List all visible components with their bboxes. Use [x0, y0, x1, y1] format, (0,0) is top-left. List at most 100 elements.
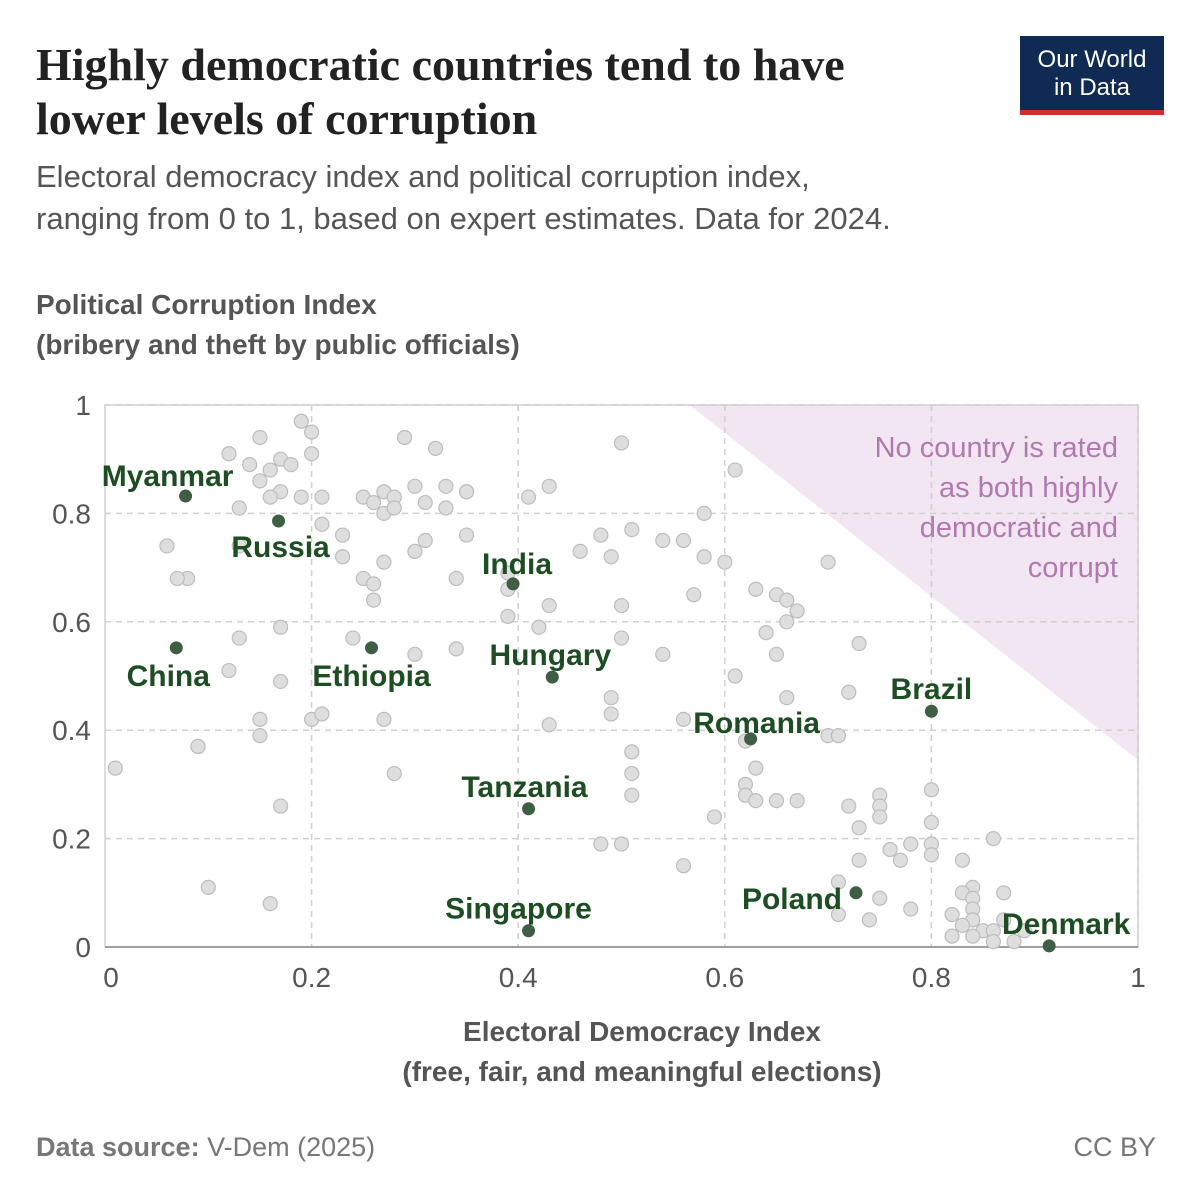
point — [789, 793, 805, 809]
point — [851, 635, 867, 652]
highlight-point — [272, 514, 286, 528]
point — [748, 581, 764, 597]
point — [273, 798, 289, 814]
point — [675, 858, 692, 874]
x-axis-label: (free, fair, and meaningful elections) — [402, 1056, 881, 1087]
point — [655, 646, 671, 662]
point — [252, 711, 268, 727]
point — [624, 765, 640, 782]
point — [376, 554, 392, 570]
point — [727, 462, 743, 478]
highlight-point — [522, 924, 536, 938]
point — [696, 505, 712, 522]
point — [221, 662, 237, 679]
point — [593, 836, 609, 852]
point — [830, 728, 847, 744]
point — [603, 549, 619, 565]
point — [107, 760, 123, 776]
point — [531, 619, 547, 635]
point — [954, 917, 970, 933]
point — [985, 830, 1001, 847]
highlight-point — [744, 732, 758, 746]
point — [438, 478, 454, 494]
annotation-text: corrupt — [1028, 552, 1118, 584]
point-label: Brazil — [891, 673, 973, 706]
point — [996, 885, 1012, 901]
point — [304, 446, 320, 462]
point — [706, 809, 723, 825]
point — [1016, 923, 1032, 939]
point — [872, 890, 888, 906]
x-axis-label: Electoral Democracy Index — [463, 1016, 821, 1047]
point — [851, 852, 867, 868]
point — [603, 690, 619, 706]
highlight-point — [522, 802, 536, 816]
y-axis-label: Political Corruption Index — [36, 289, 377, 320]
point — [872, 809, 888, 825]
point-label: Tanzania — [461, 771, 587, 804]
point — [376, 711, 392, 727]
point — [613, 836, 630, 852]
point — [262, 896, 278, 912]
point — [231, 538, 247, 554]
point — [407, 646, 423, 662]
highlight-point — [849, 886, 863, 900]
point — [273, 673, 289, 690]
point — [882, 841, 898, 858]
point — [448, 641, 464, 657]
point — [944, 906, 960, 923]
point — [417, 532, 433, 549]
point — [851, 820, 867, 836]
point — [923, 814, 940, 830]
point — [407, 478, 423, 494]
point — [458, 527, 475, 543]
subtitle: ranging from 0 to 1, based on expert est… — [36, 201, 891, 236]
point — [252, 429, 268, 446]
point — [448, 570, 464, 587]
point — [159, 538, 175, 554]
y-tick-label: 0.6 — [52, 607, 91, 638]
logo-text: in Data — [1054, 74, 1131, 101]
point — [252, 473, 268, 489]
point — [314, 489, 330, 505]
point — [675, 711, 692, 727]
point-label: India — [482, 548, 552, 581]
point — [903, 901, 919, 917]
point — [169, 570, 185, 587]
point — [365, 592, 382, 608]
point — [820, 554, 836, 570]
point — [655, 532, 671, 549]
annotation-text: as both highly — [939, 472, 1118, 504]
point — [231, 630, 247, 646]
point — [386, 500, 402, 516]
point — [603, 706, 619, 722]
point — [696, 549, 712, 565]
point — [624, 522, 640, 538]
point — [396, 429, 413, 446]
point — [624, 787, 640, 803]
point — [386, 765, 402, 782]
point — [985, 933, 1001, 950]
point — [779, 690, 795, 706]
point — [903, 836, 919, 852]
point — [242, 457, 258, 473]
annotation-text: No country is rated — [875, 432, 1118, 464]
source-text: V-Dem (2025) — [207, 1132, 375, 1162]
point — [613, 630, 630, 646]
license: CC BY — [1073, 1132, 1156, 1162]
subtitle: Electoral democracy index and political … — [36, 159, 810, 194]
point — [520, 489, 537, 505]
highlight-point — [365, 641, 379, 655]
highlight-point — [545, 670, 559, 684]
point — [1006, 933, 1022, 950]
x-tick-label: 0 — [103, 962, 119, 993]
point — [727, 668, 743, 684]
point — [541, 478, 557, 494]
logo-bar — [1020, 110, 1164, 115]
logo-text: Our World — [1038, 46, 1147, 73]
point-label: Myanmar — [102, 460, 234, 493]
source-label: Data source: — [36, 1132, 200, 1162]
y-tick-label: 1 — [75, 390, 91, 421]
y-axis-label: (bribery and theft by public officials) — [36, 329, 520, 360]
